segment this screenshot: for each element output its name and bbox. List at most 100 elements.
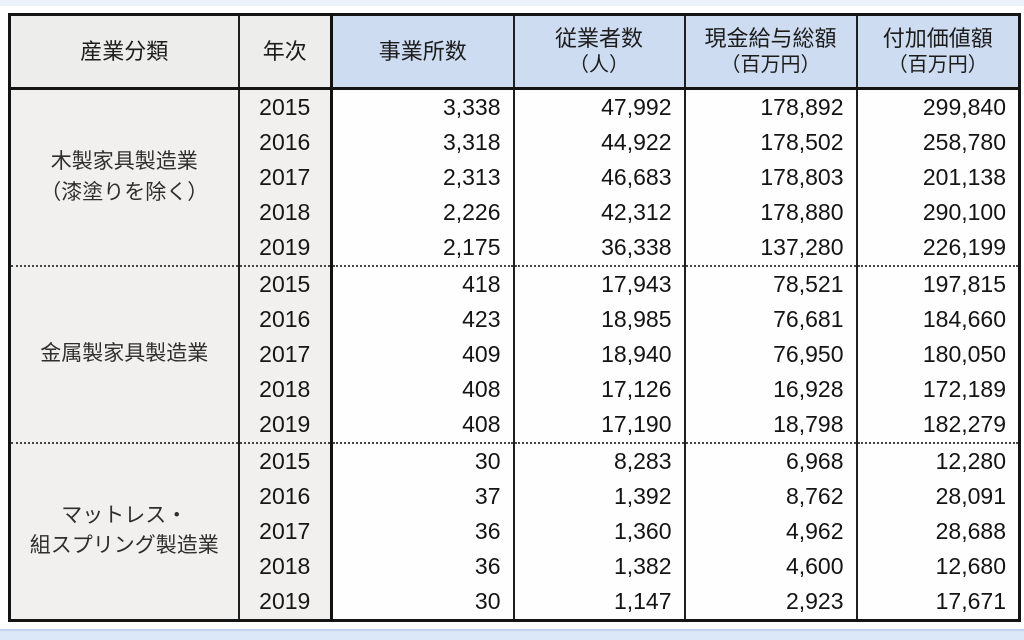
establishments-cell: 30 xyxy=(330,441,514,480)
year-cell: 2016 xyxy=(237,479,332,514)
year-cell: 2018 xyxy=(237,371,332,407)
employees-cell: 17,126 xyxy=(512,371,685,407)
establishments-cell: 36 xyxy=(330,513,514,549)
industry-label-line: 金属製家具製造業 xyxy=(40,342,209,366)
value-added-cell: 184,660 xyxy=(855,302,1020,338)
value-added-cell: 197,815 xyxy=(855,265,1020,303)
employees-cell: 1,392 xyxy=(512,479,685,514)
establishments-cell: 409 xyxy=(330,337,514,372)
wages-cell: 76,950 xyxy=(683,337,857,372)
employees-cell: 1,382 xyxy=(512,548,685,584)
employees-cell: 42,312 xyxy=(512,195,685,230)
value-added-cell: 28,688 xyxy=(855,513,1020,549)
industry-label-line: マットレス・ xyxy=(61,504,188,527)
column-header-label: 産業分類 xyxy=(80,38,169,64)
employees-cell: 44,922 xyxy=(512,125,685,161)
value-added-cell: 290,100 xyxy=(855,195,1020,230)
table-row: 2016 37 1,392 8,762 28,091 xyxy=(10,479,1020,514)
establishments-cell: 2,226 xyxy=(330,195,514,230)
wages-cell: 18,798 xyxy=(683,406,857,443)
establishments-cell: 30 xyxy=(330,583,514,621)
wages-cell: 4,962 xyxy=(683,513,857,549)
column-header-label: 従業者数 xyxy=(554,26,643,52)
establishments-cell: 408 xyxy=(330,406,514,443)
wages-cell: 76,681 xyxy=(683,302,857,338)
wages-cell: 178,803 xyxy=(683,160,857,196)
establishments-cell: 36 xyxy=(330,548,514,584)
employees-cell: 17,190 xyxy=(512,406,685,443)
value-added-cell: 12,280 xyxy=(855,441,1020,480)
table-row: 2018 408 17,126 16,928 172,189 xyxy=(10,371,1020,407)
year-cell: 2015 xyxy=(237,265,332,303)
year-cell: 2017 xyxy=(237,160,332,196)
value-added-cell: 201,138 xyxy=(855,160,1020,196)
wages-cell: 178,502 xyxy=(683,125,857,161)
industry-statistics-table: 産業分類 年次 事業所数 従業者数 （人） 現金給与総額 （百万円） 付加価値額 xyxy=(8,13,1021,622)
value-added-cell: 12,680 xyxy=(855,548,1020,584)
table-row: 2018 36 1,382 4,600 12,680 xyxy=(10,548,1020,584)
value-added-cell: 180,050 xyxy=(855,337,1020,372)
column-header-employees: 従業者数 （人） xyxy=(512,14,685,90)
establishments-cell: 37 xyxy=(330,479,514,514)
employees-cell: 47,992 xyxy=(512,88,685,126)
wages-cell: 137,280 xyxy=(683,229,857,267)
employees-cell: 18,985 xyxy=(512,302,685,338)
establishments-cell: 418 xyxy=(330,265,514,303)
wages-cell: 16,928 xyxy=(683,371,857,407)
header-row: 産業分類 年次 事業所数 従業者数 （人） 現金給与総額 （百万円） 付加価値額 xyxy=(9,14,1020,90)
industry-label-line: （漆塗りを除く） xyxy=(40,180,209,204)
employees-cell: 18,940 xyxy=(512,337,685,372)
year-cell: 2019 xyxy=(237,583,332,621)
table-row: 2017 36 1,360 4,962 28,688 xyxy=(10,513,1020,549)
year-cell: 2015 xyxy=(237,441,332,480)
column-header-cash-wages: 現金給与総額 （百万円） xyxy=(683,14,857,90)
year-cell: 2019 xyxy=(237,406,332,443)
establishments-cell: 408 xyxy=(330,371,514,407)
column-header-label: 年次 xyxy=(262,38,307,64)
table-row: 2019 30 1,147 2,923 17,671 xyxy=(10,583,1020,621)
table-row: マットレス・ 組スプリング製造業 2015 30 8,283 6,968 12,280 xyxy=(9,441,1020,621)
wages-cell: 6,968 xyxy=(683,441,857,480)
year-cell: 2015 xyxy=(237,88,332,126)
year-cell: 2018 xyxy=(237,548,332,584)
employees-cell: 1,147 xyxy=(512,583,685,621)
column-header-sublabel: （人） xyxy=(569,53,629,76)
wages-cell: 8,762 xyxy=(683,479,857,514)
column-header-sublabel: （百万円） xyxy=(887,53,988,76)
industry-label-line: 木製家具製造業 xyxy=(50,150,198,174)
column-header-label: 現金給与総額 xyxy=(704,26,837,52)
industry-label-line: 組スプリング製造業 xyxy=(29,534,219,558)
employees-cell: 46,683 xyxy=(512,160,685,196)
employees-cell: 36,338 xyxy=(512,229,685,267)
table-row: 金属製家具製造業 2015 418 17,943 78,521 197,815 xyxy=(9,265,1020,443)
value-added-cell: 28,091 xyxy=(855,479,1020,514)
value-added-cell: 226,199 xyxy=(855,229,1020,267)
year-cell: 2017 xyxy=(237,513,332,549)
value-added-cell: 17,671 xyxy=(855,583,1020,621)
year-cell: 2017 xyxy=(237,337,332,372)
wages-cell: 78,521 xyxy=(683,265,857,303)
industry-cell: 金属製家具製造業 xyxy=(9,265,239,443)
table-row: 2016 423 18,985 76,681 184,660 xyxy=(10,302,1020,338)
value-added-cell: 182,279 xyxy=(855,406,1020,443)
window-top-edge xyxy=(0,0,1024,6)
column-header-label: 付加価値額 xyxy=(882,26,993,52)
column-header-industry: 産業分類 xyxy=(9,14,239,90)
establishments-cell: 423 xyxy=(330,302,514,338)
year-cell: 2018 xyxy=(237,195,332,230)
value-added-cell: 258,780 xyxy=(855,125,1020,161)
industry-cell: マットレス・組スプリング製造業 xyxy=(9,441,239,621)
table-row: 2019 408 17,190 18,798 182,279 xyxy=(10,406,1020,443)
year-cell: 2016 xyxy=(237,125,332,161)
table-row: 2016 3,318 44,922 178,502 258,780 xyxy=(10,125,1020,161)
table-row: 2017 2,313 46,683 178,803 201,138 xyxy=(10,160,1020,196)
establishments-cell: 2,313 xyxy=(330,160,514,196)
wages-cell: 4,600 xyxy=(683,548,857,584)
employees-cell: 1,360 xyxy=(512,513,685,549)
column-header-establishments: 事業所数 xyxy=(330,14,514,90)
table-row: 木製家具製造業 （漆塗りを除く） 2015 3,338 47,992 178,892 299… xyxy=(9,88,1020,267)
employees-cell: 17,943 xyxy=(512,265,685,303)
year-cell: 2019 xyxy=(237,229,332,267)
establishments-cell: 3,318 xyxy=(330,125,514,161)
wages-cell: 178,880 xyxy=(683,195,857,230)
